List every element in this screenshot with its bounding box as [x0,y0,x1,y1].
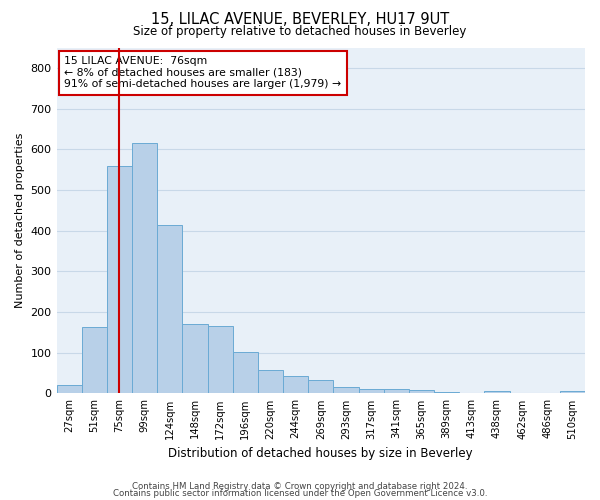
Text: Contains HM Land Registry data © Crown copyright and database right 2024.: Contains HM Land Registry data © Crown c… [132,482,468,491]
Y-axis label: Number of detached properties: Number of detached properties [15,133,25,308]
Bar [484,392,509,394]
Bar [233,352,258,394]
Bar [208,326,233,394]
Bar [383,390,409,394]
Bar [182,324,208,394]
Bar [157,226,182,394]
Text: 15, LILAC AVENUE, BEVERLEY, HU17 9UT: 15, LILAC AVENUE, BEVERLEY, HU17 9UT [151,12,449,28]
Bar [258,370,283,394]
X-axis label: Distribution of detached houses by size in Beverley: Distribution of detached houses by size … [169,447,473,460]
Text: Contains public sector information licensed under the Open Government Licence v3: Contains public sector information licen… [113,490,487,498]
Bar [308,380,334,394]
Bar [409,390,434,394]
Bar [334,388,359,394]
Bar [107,166,132,394]
Bar [560,390,585,394]
Text: Size of property relative to detached houses in Beverley: Size of property relative to detached ho… [133,25,467,38]
Bar [82,327,107,394]
Bar [359,389,383,394]
Text: 15 LILAC AVENUE:  76sqm
← 8% of detached houses are smaller (183)
91% of semi-de: 15 LILAC AVENUE: 76sqm ← 8% of detached … [64,56,341,90]
Bar [283,376,308,394]
Bar [132,143,157,394]
Bar [434,392,459,394]
Bar [56,386,82,394]
